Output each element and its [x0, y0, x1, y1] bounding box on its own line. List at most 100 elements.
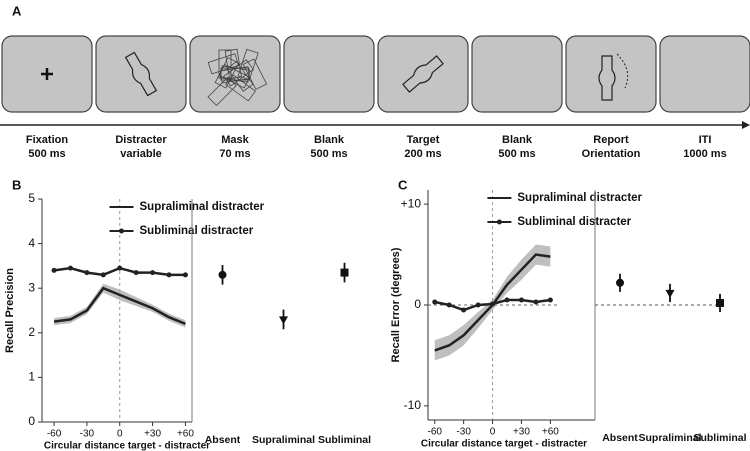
point — [218, 270, 227, 279]
point — [51, 267, 57, 273]
x-tick-label: +30 — [144, 429, 161, 440]
x-tick-label: 0 — [490, 427, 496, 438]
legend-marker — [119, 228, 124, 234]
point — [67, 265, 73, 271]
panel-label: B — [12, 177, 21, 192]
y-axis-label: Recall Error (degrees) — [390, 247, 402, 362]
series-line — [53, 286, 186, 326]
frame-detail: 500 ms — [498, 148, 535, 160]
point — [665, 289, 675, 298]
legend-label: Subliminal distracter — [517, 216, 631, 228]
x-tick-label: +60 — [542, 427, 559, 438]
category-label: Subliminal — [318, 434, 371, 446]
frame-name: Target — [407, 134, 440, 146]
frame-name: ITI — [699, 134, 712, 146]
panel-label: C — [398, 177, 408, 192]
point — [100, 272, 106, 278]
point — [279, 316, 288, 325]
x-tick-label: -30 — [80, 429, 95, 440]
legend-marker — [496, 219, 502, 225]
frame-name: Fixation — [26, 134, 68, 146]
point — [133, 270, 139, 276]
x-tick-label: -30 — [456, 427, 471, 438]
mask-piece — [207, 53, 240, 75]
stimulus-outline — [124, 51, 158, 97]
x-tick-label: +30 — [513, 427, 530, 438]
point — [616, 278, 624, 287]
stimulus — [598, 55, 616, 101]
y-axis-label: Recall Precision — [4, 268, 16, 353]
y-tick-label: 5 — [28, 191, 35, 205]
frame-detail: 1000 ms — [683, 148, 726, 160]
frame-detail: 200 ms — [404, 148, 441, 160]
frame-detail: 500 ms — [310, 148, 347, 160]
legend-label: Subliminal distracter — [140, 225, 254, 237]
mask-piece — [225, 74, 256, 102]
category-label: Supraliminal — [638, 432, 701, 444]
point — [84, 270, 90, 276]
y-tick-label: 4 — [28, 236, 35, 250]
point — [117, 265, 123, 271]
mask-piece — [223, 59, 254, 87]
stimulus — [124, 51, 158, 97]
frame-name: Mask — [221, 134, 249, 146]
frame — [471, 35, 563, 113]
point — [504, 297, 510, 303]
stimulus-outline — [598, 55, 616, 101]
category-label: Supraliminal — [252, 434, 315, 446]
frame-detail: 500 ms — [28, 148, 65, 160]
x-axis-label: Circular distance target - distracter — [44, 441, 210, 451]
frame-detail: 70 ms — [219, 148, 250, 160]
mask-piece — [219, 66, 251, 84]
y-tick-label: 0 — [28, 414, 35, 428]
mask-piece — [214, 57, 240, 89]
error-band — [54, 283, 186, 328]
point — [490, 301, 496, 307]
x-tick-label: 0 — [117, 429, 123, 440]
point — [182, 272, 188, 278]
frame-name: Distracter — [115, 134, 167, 146]
frame-name: Blank — [502, 134, 533, 146]
x-tick-label: -60 — [428, 427, 443, 438]
point — [150, 270, 156, 276]
y-tick-label: 2 — [28, 325, 35, 339]
y-tick-label: 1 — [28, 370, 35, 384]
stimulus — [402, 55, 444, 93]
y-tick-label: +10 — [401, 196, 422, 210]
x-tick-label: +60 — [177, 429, 194, 440]
category-label: Absent — [602, 432, 638, 444]
legend-label: Supraliminal distracter — [140, 201, 265, 213]
arrow-head — [742, 121, 750, 129]
category-label: Absent — [205, 434, 241, 446]
panel-label: A — [12, 3, 22, 18]
point — [166, 272, 172, 278]
point — [518, 297, 524, 303]
y-tick-label: -10 — [404, 398, 422, 412]
frame — [659, 35, 750, 113]
x-tick-label: -60 — [47, 429, 62, 440]
frame — [95, 35, 187, 113]
point — [533, 299, 539, 305]
point — [461, 307, 467, 313]
frame — [565, 35, 657, 113]
frame-detail: Orientation — [582, 148, 641, 160]
frame-name: Report — [593, 134, 629, 146]
point — [446, 302, 452, 308]
frame — [283, 35, 375, 113]
point — [547, 297, 553, 303]
point — [432, 299, 438, 305]
y-tick-label: 0 — [414, 297, 421, 311]
legend-label: Supraliminal distracter — [517, 192, 642, 204]
y-tick-label: 3 — [28, 280, 35, 294]
frame-name: Blank — [314, 134, 345, 146]
x-axis-label: Circular distance target - distracter — [421, 439, 587, 450]
category-label: Subliminal — [693, 432, 746, 444]
frame — [189, 35, 281, 113]
stimulus-outline — [402, 55, 444, 93]
frame — [377, 35, 469, 113]
point — [716, 298, 724, 307]
point — [340, 268, 349, 277]
frame-detail: variable — [120, 148, 162, 160]
point — [475, 302, 481, 308]
